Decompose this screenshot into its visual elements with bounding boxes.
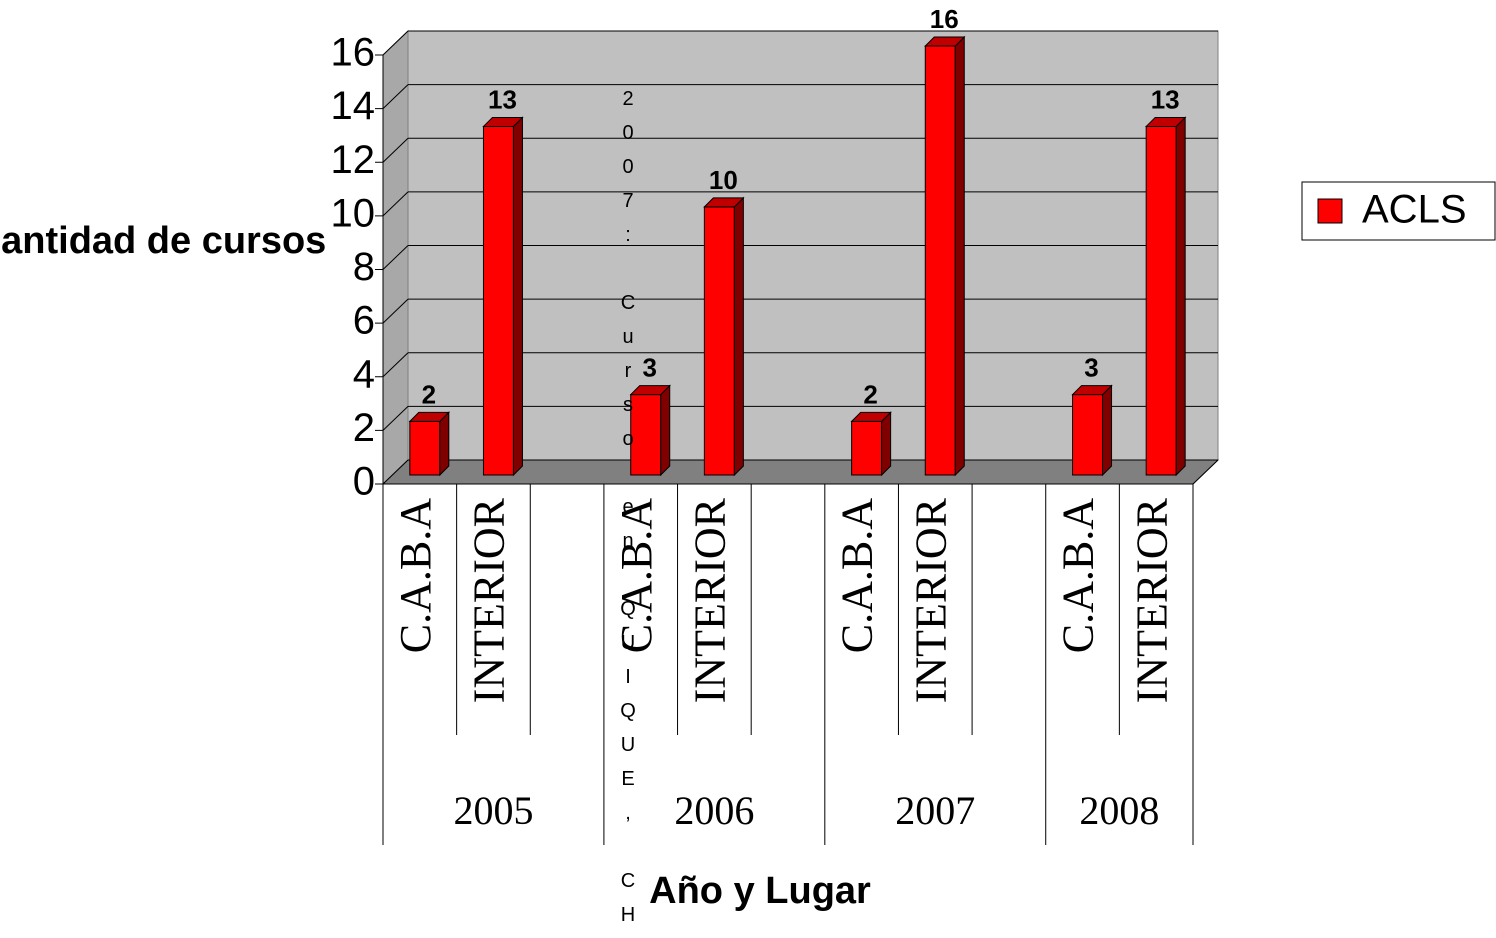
grid-line <box>382 245 409 270</box>
bar <box>408 411 451 477</box>
grid-line <box>382 406 409 431</box>
legend-label: ACLS <box>1362 188 1467 232</box>
grid-line <box>382 191 409 217</box>
bar <box>629 384 671 477</box>
x-tick-label: C.A.B.A <box>391 498 440 653</box>
bar-side <box>1175 116 1186 477</box>
bar-front <box>482 125 514 476</box>
bar-side <box>660 384 671 477</box>
x-tick-label: INTERIOR <box>906 497 955 703</box>
bar-top <box>703 197 745 208</box>
bar <box>850 411 892 477</box>
data-label: 13 <box>488 84 517 114</box>
bar-side <box>1102 384 1113 477</box>
group-label: 2008 <box>1079 788 1159 833</box>
bar-front <box>1072 394 1104 476</box>
grid-line <box>382 137 409 163</box>
data-label: 13 <box>1151 84 1180 114</box>
x-axis-title: Año y Lugar <box>649 870 871 912</box>
bar-side <box>733 196 744 477</box>
data-label: 10 <box>709 165 738 195</box>
y-tick-label: 6 <box>353 299 375 343</box>
bar <box>924 35 966 477</box>
bar-side <box>512 116 523 477</box>
bar <box>1144 116 1187 477</box>
data-label: 3 <box>1084 352 1098 382</box>
bar <box>1071 384 1113 477</box>
bar <box>703 196 745 477</box>
data-label: 2 <box>422 379 436 409</box>
y-tick-label: 16 <box>331 31 376 75</box>
y-tick-label: 2 <box>353 406 375 450</box>
x-tick-label: INTERIOR <box>685 497 734 703</box>
bar-side <box>439 411 450 477</box>
bar-top <box>629 385 671 396</box>
bar-front <box>409 420 441 476</box>
x-tick-label: C.A.B.A <box>833 498 882 653</box>
bar-top <box>408 411 451 422</box>
bar-side <box>881 411 892 477</box>
grid-line <box>382 298 409 324</box>
y-tick-label: 8 <box>353 245 375 289</box>
y-tick-label: 0 <box>353 460 375 504</box>
bar-top <box>482 116 524 127</box>
axis-edge <box>1192 459 1219 485</box>
group-label: 2007 <box>895 788 975 833</box>
grid-line <box>382 459 409 485</box>
bar-front <box>924 45 956 476</box>
bar-top <box>1071 385 1113 396</box>
data-label: 2 <box>863 379 877 409</box>
bar-front <box>851 420 883 476</box>
bar-top <box>1144 116 1187 127</box>
page: {"chart_data": {"type": "bar", "y_label"… <box>0 3 1496 938</box>
grid-line <box>382 352 409 378</box>
data-label: 16 <box>930 4 959 34</box>
bar <box>482 116 524 477</box>
chart: Cantidad de cursos Año y Lugar 0 2 4 6 8 10 12… <box>0 4 1496 912</box>
x-tick-label: INTERIOR <box>1127 497 1176 703</box>
x-tick-label: C.A.B.A <box>1054 498 1103 653</box>
group-label: 2005 <box>453 788 533 833</box>
legend-swatch <box>1317 198 1343 224</box>
x-tick-label: C.A.B.A <box>612 498 661 653</box>
y-tick-label: 4 <box>353 352 375 396</box>
bar-side <box>954 35 965 477</box>
y-tick-label: 14 <box>331 84 376 128</box>
bar-top <box>850 411 892 422</box>
grid-line <box>382 84 409 109</box>
y-tick-label: 12 <box>331 138 376 182</box>
group-label: 2006 <box>674 788 754 833</box>
bar-top <box>924 36 966 47</box>
y-tick-label: 10 <box>331 191 376 235</box>
x-tick-label: INTERIOR <box>465 497 514 703</box>
bar-front <box>703 206 735 476</box>
annotation: 2007: Curso en QUIQUE, CH <box>617 88 639 938</box>
data-label: 3 <box>642 352 656 382</box>
bar-front <box>630 394 662 476</box>
grid-line <box>382 30 409 56</box>
bar-front <box>1145 125 1177 476</box>
y-axis-title: Cantidad de cursos <box>0 220 326 262</box>
